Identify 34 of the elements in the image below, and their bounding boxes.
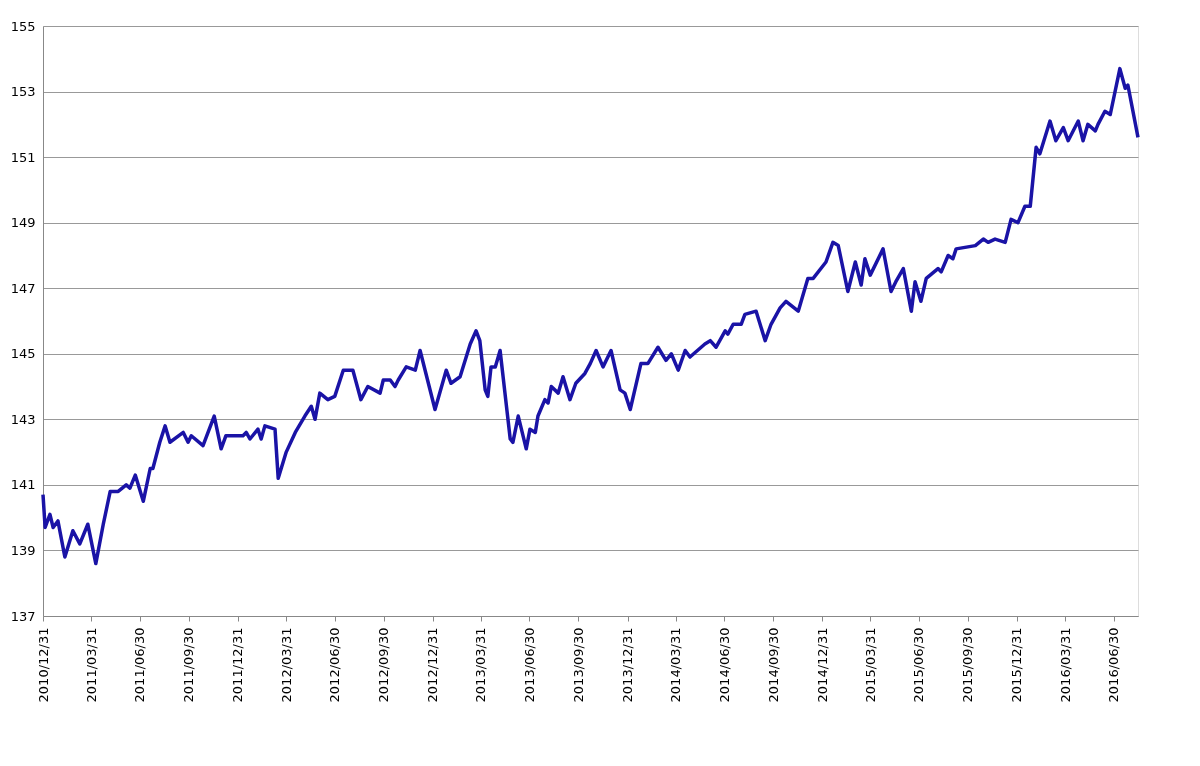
x-tick-label: 2012/09/30	[376, 627, 392, 703]
line-series	[41, 66, 1140, 566]
y-tick-label: 149	[10, 215, 36, 231]
x-tick-label: 2011/12/31	[230, 627, 246, 703]
x-tick-label: 2011/06/30	[132, 627, 148, 703]
x-tick-label: 2012/12/31	[425, 627, 441, 703]
x-tick-label: 2015/03/31	[862, 627, 878, 703]
x-tick-label: 2013/06/30	[521, 627, 537, 703]
x-tick-label: 2015/09/30	[960, 627, 976, 703]
x-tick-label: 2011/09/30	[181, 627, 197, 703]
y-tick-label: 155	[10, 18, 36, 34]
x-tick-label: 2013/12/31	[620, 627, 636, 703]
x-tick-label: 2012/03/31	[278, 627, 294, 703]
x-tick-label: 2014/06/30	[716, 627, 732, 703]
y-tick-label: 137	[10, 608, 36, 624]
x-tick-label: 2012/06/30	[327, 627, 343, 703]
x-tick-label: 2010/12/31	[35, 627, 51, 703]
y-tick-label: 139	[10, 542, 36, 558]
y-tick-label: 147	[10, 280, 36, 296]
x-tick-label: 2016/06/30	[1106, 627, 1122, 703]
x-tick-label: 2011/03/31	[83, 627, 99, 703]
y-tick-label: 143	[10, 411, 36, 427]
x-tick-label: 2015/06/30	[911, 627, 927, 703]
x-tick-label: 2016/03/31	[1057, 627, 1073, 703]
x-tick-label: 2013/09/30	[571, 627, 586, 703]
y-tick-label: 153	[10, 84, 36, 100]
y-tick-label: 141	[10, 477, 36, 493]
x-tick-label: 2014/09/30	[765, 627, 781, 703]
y-tick-label: 145	[10, 346, 36, 362]
x-tick-label: 2015/12/31	[1009, 627, 1025, 703]
x-tick-label: 2014/12/31	[814, 627, 830, 703]
x-tick-label: 2014/03/31	[668, 627, 684, 703]
x-tick-label: 2013/03/31	[473, 627, 489, 703]
y-tick-label: 151	[10, 149, 36, 165]
